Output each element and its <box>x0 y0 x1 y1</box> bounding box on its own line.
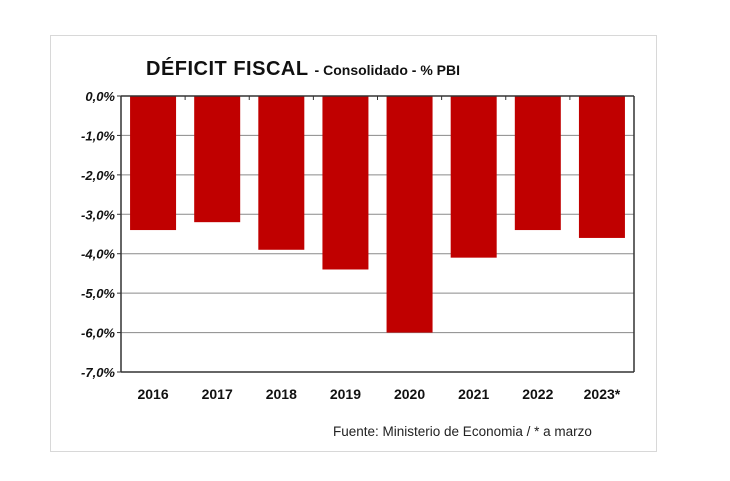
x-tick-label: 2016 <box>137 386 168 402</box>
bar-2023* <box>578 96 625 238</box>
title-main: DÉFICIT FISCAL <box>146 58 309 80</box>
y-tick-label: -2,0% <box>81 168 115 183</box>
y-tick-label: -1,0% <box>81 128 115 143</box>
bar-2022 <box>514 96 561 231</box>
x-tick-label: 2023* <box>584 386 621 402</box>
chart-title: DÉFICIT FISCAL - Consolidado - % PBI <box>146 58 460 81</box>
footnote: Fuente: Ministerio de Economia / * a mar… <box>333 424 592 439</box>
chart-frame <box>50 35 657 452</box>
y-tick-label: -7,0% <box>81 365 115 380</box>
bar-2019 <box>322 96 369 270</box>
y-tick-label: -6,0% <box>81 326 115 341</box>
x-tick-label: 2019 <box>330 386 361 402</box>
x-tick-label: 2022 <box>522 386 553 402</box>
x-tick-label: 2017 <box>202 386 233 402</box>
y-tick-label: -4,0% <box>81 247 115 262</box>
bar-2017 <box>194 96 241 223</box>
bar-2020 <box>386 96 433 333</box>
y-tick-label: -3,0% <box>81 207 115 222</box>
x-tick-label: 2021 <box>458 386 489 402</box>
bar-2021 <box>450 96 497 258</box>
bar-2018 <box>258 96 305 250</box>
y-tick-label: 0,0% <box>85 89 115 104</box>
title-subtitle: - Consolidado - % PBI <box>314 62 460 78</box>
x-tick-label: 2020 <box>394 386 425 402</box>
bar-2016 <box>130 96 177 231</box>
x-tick-label: 2018 <box>266 386 297 402</box>
y-tick-label: -5,0% <box>81 286 115 301</box>
